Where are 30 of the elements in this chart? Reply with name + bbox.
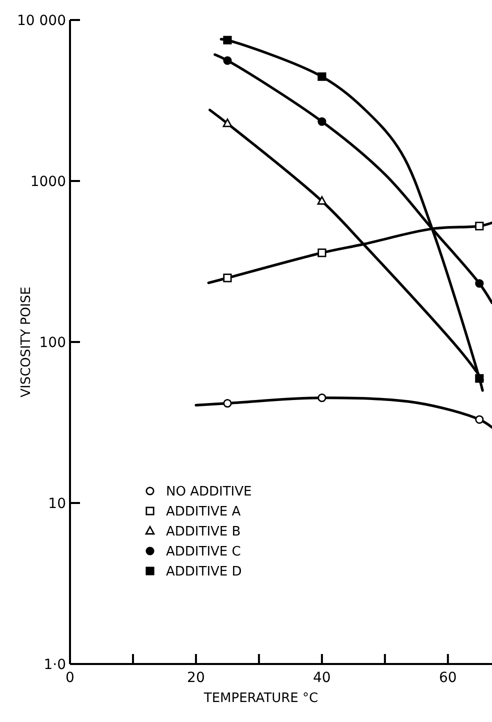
point [223, 56, 232, 65]
point [475, 415, 484, 424]
x-tick-label: 0 [66, 670, 74, 686]
point [317, 196, 327, 205]
x-tick-label: 20 [187, 670, 205, 686]
y-tick-label: 1000 [30, 174, 66, 190]
point [475, 222, 484, 230]
point [223, 274, 232, 282]
legend-label: ADDITIVE A [166, 504, 241, 520]
y-tick-label: 100 [39, 334, 66, 351]
point [318, 72, 326, 81]
point [318, 394, 326, 402]
y-tick-label: 1·0 [44, 656, 66, 673]
point [475, 374, 484, 383]
y-tick-label: 10 000 [17, 12, 66, 29]
x-tick-label: 40 [313, 670, 331, 686]
legend-label: ADDITIVE C [166, 544, 241, 560]
legend-label: ADDITIVE B [166, 524, 241, 540]
y-tick-label: 10 [48, 496, 66, 512]
y-axis-title: VISCOSITY POISE [19, 286, 34, 398]
x-axis-title: TEMPERATURE °C [202, 691, 318, 706]
point [318, 117, 326, 126]
point [223, 399, 232, 408]
point [222, 118, 232, 128]
x-tick-label: 60 [438, 670, 457, 686]
legend-label: NO ADDITIVE [166, 484, 252, 500]
point [318, 248, 326, 258]
point [475, 279, 484, 288]
point [223, 36, 232, 44]
legend-label: ADDITIVE D [166, 564, 242, 580]
